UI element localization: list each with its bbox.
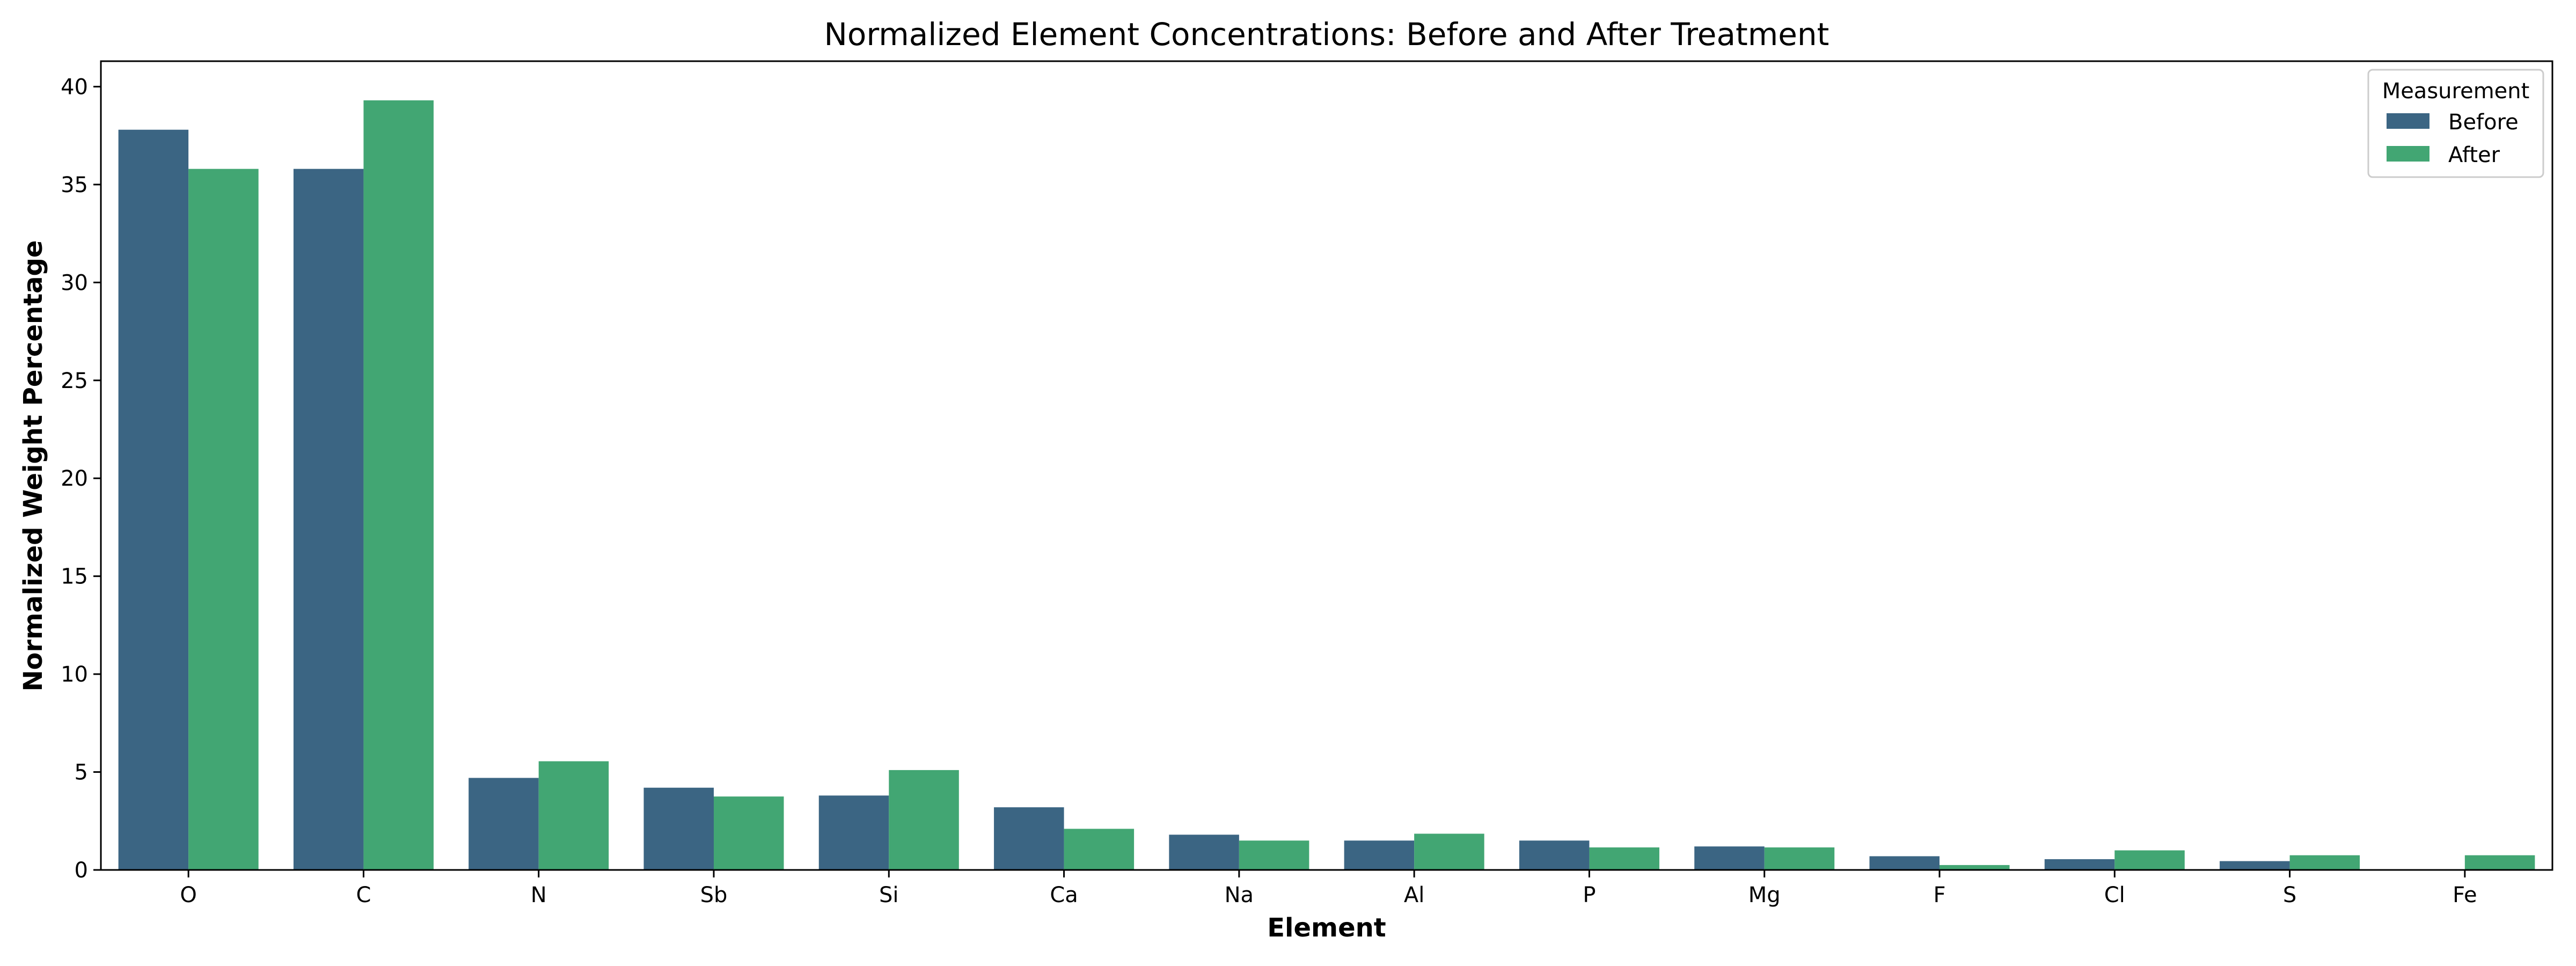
x-tick-label-mg: Mg: [1748, 883, 1781, 908]
x-tick-label-fe: Fe: [2453, 883, 2477, 908]
x-axis-ticks: O C N Sb Si Ca Na Al P Mg F Cl S Fe: [180, 870, 2477, 908]
bar-after-si: [889, 770, 959, 870]
bar-after-mg: [1764, 847, 1835, 870]
x-tick-label-f: F: [1933, 883, 1945, 908]
y-axis-ticks: 0 5 10 15 20 25 30 35 40: [61, 75, 101, 883]
bar-after-cl: [2114, 850, 2185, 870]
legend-title: Measurement: [2382, 79, 2530, 104]
bar-before-ca: [994, 807, 1064, 870]
x-tick-label-na: Na: [1225, 883, 1254, 908]
x-tick-label-ca: Ca: [1050, 883, 1078, 908]
bar-after-fe: [2464, 855, 2535, 870]
y-tick-label: 20: [61, 466, 88, 491]
bar-after-al: [1414, 833, 1484, 870]
y-tick-label: 0: [75, 858, 88, 883]
bar-before-al: [1344, 840, 1415, 870]
bar-after-o: [188, 169, 259, 870]
y-tick-label: 15: [61, 565, 88, 589]
bar-before-o: [118, 129, 189, 870]
y-tick-label: 35: [61, 173, 88, 197]
bar-before-n: [469, 778, 539, 870]
bar-before-mg: [1694, 846, 1765, 870]
bar-after-s: [2289, 855, 2360, 870]
legend-swatch-after: [2387, 146, 2429, 162]
x-tick-label-n: N: [531, 883, 547, 908]
bar-after-sb: [714, 796, 784, 870]
x-tick-label-cl: Cl: [2104, 883, 2125, 908]
bar-before-si: [818, 795, 889, 870]
x-tick-label-s: S: [2283, 883, 2296, 908]
bar-after-na: [1239, 840, 1309, 870]
bar-before-s: [2220, 861, 2290, 870]
y-tick-label: 30: [61, 270, 88, 295]
plot-frame: [100, 60, 2553, 871]
x-tick-label-p: P: [1583, 883, 1596, 908]
y-tick-label: 10: [61, 662, 88, 687]
bar-after-ca: [1064, 829, 1135, 870]
x-tick-label-sb: Sb: [700, 883, 728, 908]
legend-label-before: Before: [2448, 110, 2519, 135]
y-tick-label: 25: [61, 369, 88, 393]
bar-before-p: [1519, 840, 1590, 870]
bar-after-f: [1940, 865, 2010, 870]
legend-swatch-before: [2387, 113, 2429, 129]
x-tick-label-o: O: [180, 883, 196, 908]
bar-after-p: [1589, 847, 1659, 870]
bar-before-f: [1869, 856, 1940, 870]
y-tick-label: 40: [61, 75, 88, 99]
x-tick-label-si: Si: [879, 883, 899, 908]
legend-label-after: After: [2448, 143, 2500, 167]
legend: Measurement Before After: [2367, 69, 2544, 178]
bar-before-c: [293, 169, 364, 870]
y-tick-label: 5: [75, 760, 88, 785]
x-tick-label-al: Al: [1404, 883, 1424, 908]
x-tick-label-c: C: [356, 883, 371, 908]
bar-after-n: [538, 761, 609, 870]
bar-before-sb: [643, 787, 714, 870]
bar-before-cl: [2044, 859, 2115, 870]
y-axis-title: Normalized Weight Percentage: [18, 240, 48, 692]
x-axis-title: Element: [1267, 913, 1386, 943]
bar-before-na: [1169, 835, 1239, 870]
bar-after-c: [363, 100, 434, 870]
bars-group: [118, 100, 2535, 870]
chart-title: Normalized Element Concentrations: Befor…: [824, 16, 1829, 53]
